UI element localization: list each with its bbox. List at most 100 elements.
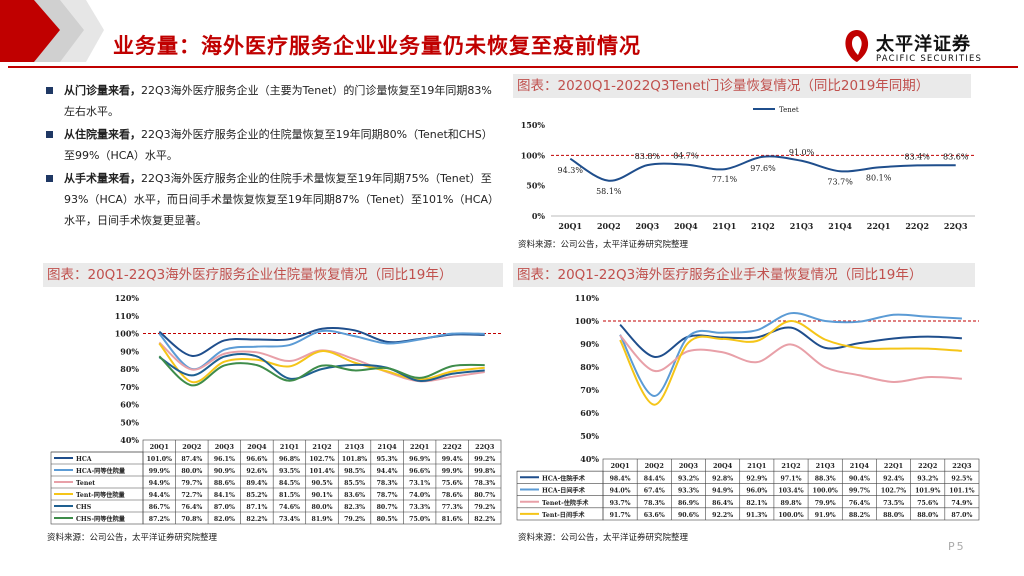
table-cell: 96.9% bbox=[409, 456, 430, 463]
table-box bbox=[602, 458, 980, 521]
table-cell: 103.4% bbox=[778, 488, 803, 495]
table-cell: 80.7% bbox=[474, 492, 495, 499]
table-cell: 94.9% bbox=[149, 480, 170, 487]
table-cell: 94.4% bbox=[377, 468, 398, 475]
table-cell: 76.4% bbox=[849, 500, 870, 507]
series-line-3 bbox=[619, 319, 962, 406]
table-cell: 78.3% bbox=[644, 500, 665, 507]
table-cell: 98.5% bbox=[344, 468, 365, 475]
table-cell: 67.4% bbox=[644, 488, 665, 495]
x-tick-label: 21Q4 bbox=[377, 443, 397, 451]
legend-label: Tent-日间手术 bbox=[542, 511, 585, 519]
table-cell: 88.6% bbox=[214, 480, 235, 487]
x-tick-label: 22Q3 bbox=[952, 462, 972, 470]
data-label: 94.3% bbox=[558, 166, 584, 175]
table-cell: 75.6% bbox=[442, 480, 463, 487]
table-cell: 79.2% bbox=[344, 516, 365, 523]
table-cell: 81.9% bbox=[312, 516, 333, 523]
x-tick-label: 22Q2 bbox=[918, 462, 937, 470]
table-cell: 93.2% bbox=[678, 475, 699, 482]
table-cell: 73.1% bbox=[409, 480, 430, 487]
table-cell: 91.3% bbox=[746, 512, 767, 519]
table-cell: 63.6% bbox=[644, 512, 665, 519]
chart2-source: 资料来源：公司公告，太平洋证券研究院整理 bbox=[47, 533, 218, 543]
table-cell: 96.8% bbox=[279, 456, 300, 463]
x-tick-label: 22Q3 bbox=[475, 443, 495, 451]
y-tick-label: 60% bbox=[580, 408, 599, 418]
series-line-tenet bbox=[569, 155, 956, 182]
table-cell: 94.4% bbox=[149, 492, 170, 499]
data-label: 73.7% bbox=[827, 177, 853, 186]
table-cell: 80.0% bbox=[312, 504, 333, 511]
table-cell: 90.9% bbox=[214, 468, 235, 475]
data-label: 84.7% bbox=[673, 152, 699, 161]
table-cell: 86.7% bbox=[149, 504, 170, 511]
table-cell: 80.7% bbox=[377, 504, 398, 511]
table-cell: 96.6% bbox=[246, 456, 267, 463]
table-cell: 84.5% bbox=[279, 480, 300, 487]
x-tick-label: 20Q2 bbox=[182, 443, 201, 451]
table-cell: 87.2% bbox=[149, 516, 170, 523]
chart3-title: 图表：20Q1-22Q3海外医疗服务企业手术量恢复情况（同比19年） bbox=[513, 263, 975, 287]
y-tick-label: 110% bbox=[575, 293, 600, 303]
x-tick-label: 21Q1 bbox=[280, 443, 299, 451]
table-cell: 82.2% bbox=[246, 516, 267, 523]
data-label: 83.8% bbox=[635, 152, 661, 161]
table-cell: 86.4% bbox=[712, 500, 733, 507]
table-cell: 90.6% bbox=[678, 512, 699, 519]
legend-label: HCA-日间手术 bbox=[542, 487, 586, 495]
table-cell: 100.0% bbox=[778, 512, 803, 519]
table-cell: 93.2% bbox=[917, 475, 938, 482]
table-cell: 96.1% bbox=[214, 456, 235, 463]
series-line-0 bbox=[619, 323, 962, 358]
table-cell: 99.9% bbox=[442, 468, 463, 475]
table-cell: 101.8% bbox=[342, 456, 367, 463]
data-label: 77.1% bbox=[712, 175, 738, 184]
legend-label: CHS bbox=[76, 504, 92, 511]
series-line-2 bbox=[619, 334, 962, 383]
table-cell: 99.4% bbox=[442, 456, 463, 463]
legend-label: HCA-同等住院量 bbox=[76, 467, 126, 475]
table-cell: 74.9% bbox=[951, 500, 972, 507]
table-cell: 92.2% bbox=[712, 512, 733, 519]
data-label: 83.6% bbox=[943, 152, 969, 161]
x-tick-label: 20Q2 bbox=[597, 221, 621, 231]
table-cell: 101.1% bbox=[949, 488, 974, 495]
table-cell: 92.9% bbox=[746, 475, 767, 482]
table-cell: 94.0% bbox=[610, 488, 631, 495]
table-cell: 80.0% bbox=[181, 468, 202, 475]
table-cell: 87.1% bbox=[246, 504, 267, 511]
y-tick-label: 40% bbox=[580, 454, 599, 464]
table-cell: 78.7% bbox=[377, 492, 398, 499]
table-cell: 92.4% bbox=[883, 475, 904, 482]
y-tick-label: 120% bbox=[115, 293, 140, 303]
y-tick-label: 70% bbox=[120, 382, 139, 392]
data-label: 80.1% bbox=[866, 173, 892, 182]
logo-emblem-icon bbox=[845, 30, 869, 62]
table-cell: 73.4% bbox=[279, 516, 300, 523]
table-cell: 87.0% bbox=[214, 504, 235, 511]
x-tick-label: 20Q1 bbox=[610, 462, 629, 470]
y-tick-label: 50% bbox=[526, 181, 545, 191]
x-tick-label: 22Q1 bbox=[884, 462, 903, 470]
x-tick-label: 21Q2 bbox=[312, 443, 331, 451]
y-tick-label: 150% bbox=[521, 120, 546, 130]
y-tick-label: 100% bbox=[521, 150, 546, 160]
bullet-lead: 从住院量来看， bbox=[64, 128, 141, 141]
x-tick-label: 21Q3 bbox=[816, 462, 836, 470]
table-cell: 92.8% bbox=[712, 475, 733, 482]
table-cell: 75.0% bbox=[409, 516, 430, 523]
x-tick-label: 21Q1 bbox=[713, 221, 737, 231]
table-cell: 93.7% bbox=[610, 500, 631, 507]
series-line-1 bbox=[158, 329, 485, 371]
table-cell: 90.1% bbox=[312, 492, 333, 499]
table-cell: 88.0% bbox=[883, 512, 904, 519]
x-tick-label: 21Q2 bbox=[751, 221, 775, 231]
chart2-title: 图表：20Q1-22Q3海外医疗服务企业住院量恢复情况（同比19年） bbox=[43, 263, 503, 287]
bullet-square-icon bbox=[46, 131, 53, 138]
bullet-lead: 从手术量来看， bbox=[64, 172, 141, 185]
chart2-inpatient: 40% 50% 60% 70% 80% 90% 100% 110% 120% 20Q1 20Q2 20… bbox=[50, 293, 502, 525]
table-cell: 88.3% bbox=[815, 475, 836, 482]
x-tick-label: 21Q4 bbox=[850, 462, 870, 470]
y-tick-label: 60% bbox=[120, 400, 139, 410]
